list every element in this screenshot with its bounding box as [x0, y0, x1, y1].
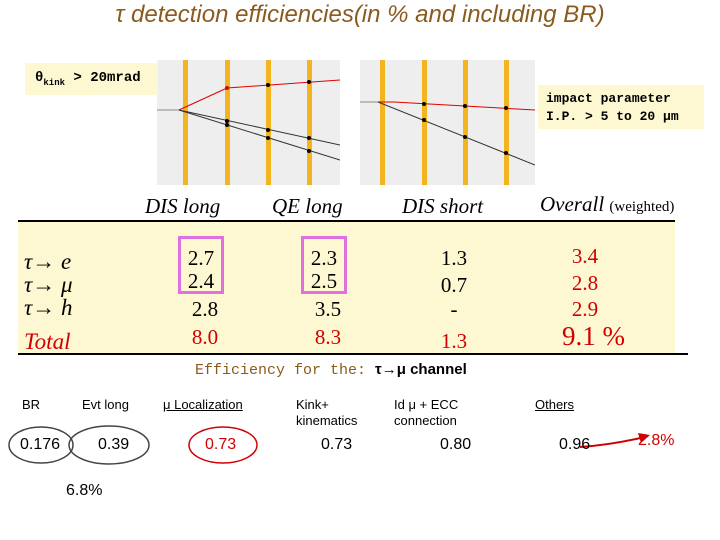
highlight-box-dis-long [178, 236, 224, 294]
cell-h-dis-short: - [450, 297, 458, 321]
final-efficiency-value: 2.8% [638, 432, 675, 449]
ip-diagram [360, 60, 536, 185]
row-label-mu: τ→ μ [24, 272, 73, 297]
kink-diagram [157, 60, 341, 185]
cell-e-dis-long: 2.7 [187, 246, 215, 270]
header-overall: Overall (weighted) [540, 192, 675, 216]
table-bottom-rule [18, 353, 688, 355]
cell-e-dis-short: 1.3 [440, 246, 468, 270]
chain-value-kink: 0.73 [321, 436, 353, 453]
hadron-track [377, 101, 536, 166]
kink-topology-svg [157, 60, 341, 185]
br-product-value: 6.8% [66, 482, 103, 499]
table-top-rule [18, 220, 675, 222]
header-dis-long: DIS long [145, 194, 221, 218]
localization-circle [188, 426, 258, 464]
lead-plate [422, 60, 427, 185]
cell-e-qe-long: 2.3 [310, 246, 338, 270]
header-dis-short: DIS short [402, 194, 484, 218]
br-circle [8, 426, 74, 464]
ip-cut-label: impact parameter I.P. > 5 to 20 μm [538, 85, 704, 129]
evt-long-circle [68, 425, 150, 465]
chain-header-br: BR [22, 397, 41, 412]
page-title: τ detection efficiencies(in % and includ… [115, 1, 605, 28]
chain-header-localization: μ Localization [163, 397, 243, 412]
chain-value-evt-long: 0.39 [98, 436, 130, 453]
row-label-e: τ→ e [24, 249, 72, 274]
chain-header-others: Others [535, 397, 575, 412]
lead-plate [463, 60, 468, 185]
lead-plate [266, 60, 271, 185]
cell-total-dis-short: 1.3 [440, 329, 468, 353]
lead-plate [183, 60, 188, 185]
hadron-track [178, 109, 341, 146]
lead-plate [307, 60, 312, 185]
chain-value-others: 0.96 [559, 436, 591, 453]
cell-h-qe-long: 3.5 [314, 297, 342, 321]
cell-mu-qe-long: 2.5 [310, 269, 338, 293]
chain-annotations-svg [8, 425, 650, 465]
cell-total-overall: 9.1 % [562, 321, 625, 351]
kink-cut-label: θkink > 20mrad [25, 63, 158, 95]
ip-topology-svg [360, 60, 536, 185]
result-arrow [579, 436, 646, 448]
row-label-total: Total [24, 329, 71, 354]
chain-header-evt-long: Evt long [82, 397, 129, 412]
chain-value-br: 0.176 [20, 436, 61, 453]
cell-mu-overall: 2.8 [571, 271, 599, 295]
highlight-box-qe-long [301, 236, 347, 294]
cell-total-dis-long: 8.0 [191, 325, 219, 349]
cell-e-overall: 3.4 [571, 244, 599, 268]
cell-total-qe-long: 8.3 [314, 325, 342, 349]
efficiency-title: Efficiency for the: τ→μ channel [195, 361, 467, 379]
chain-header-kink: Kink+ kinematics [296, 397, 358, 428]
hadron-track [178, 109, 341, 161]
chain-header-id: Id μ + ECC connection [394, 397, 459, 428]
daughter-track [226, 79, 341, 89]
lead-plate [380, 60, 385, 185]
chain-value-id: 0.80 [440, 436, 472, 453]
chain-value-localization: 0.73 [205, 436, 237, 453]
tau-track [178, 87, 228, 111]
row-label-h: τ→ h [24, 295, 73, 320]
lead-plate [504, 60, 509, 185]
cell-h-dis-long: 2.8 [191, 297, 219, 321]
cell-h-overall: 2.9 [571, 297, 599, 321]
cell-mu-dis-long: 2.4 [187, 269, 215, 293]
cell-mu-dis-short: 0.7 [440, 273, 468, 297]
header-qe-long: QE long [272, 194, 343, 218]
